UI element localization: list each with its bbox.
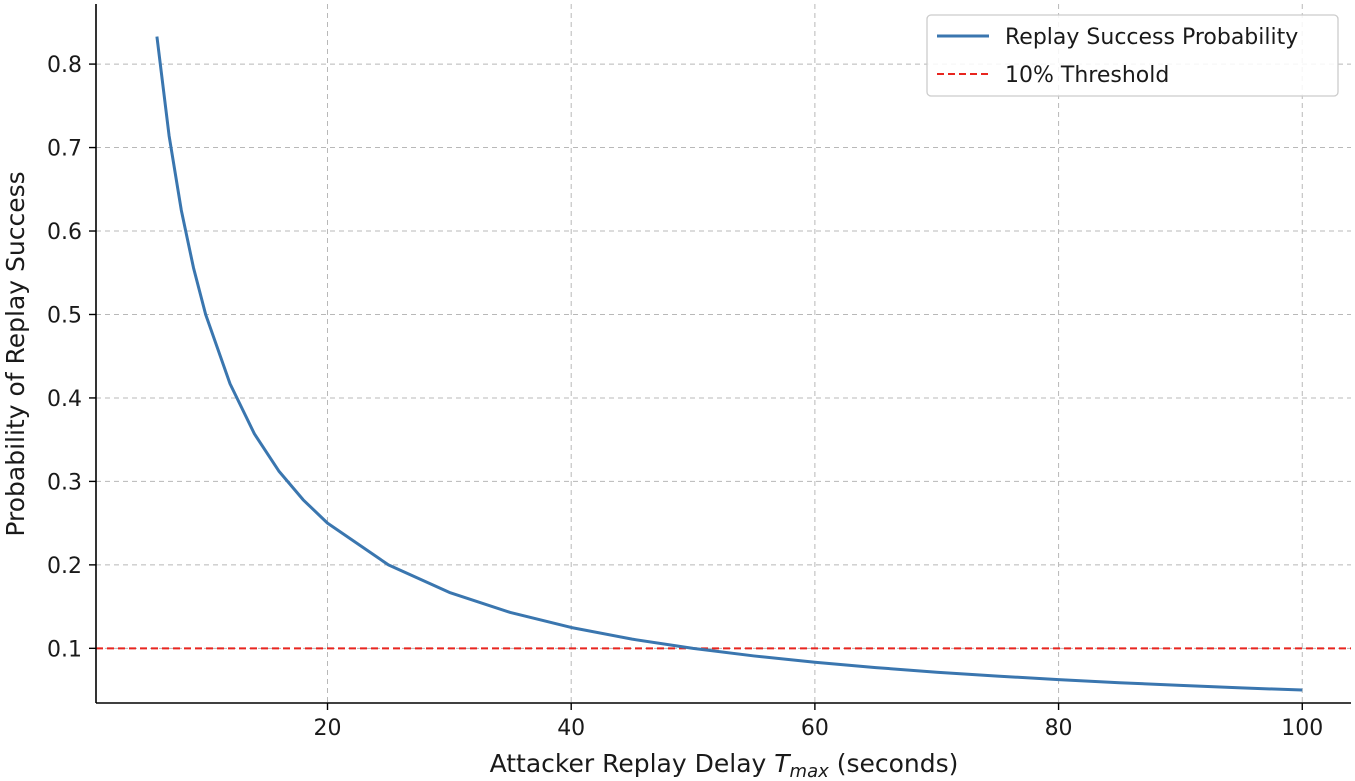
y-tick-label: 0.5 <box>47 303 82 328</box>
legend-box <box>926 14 1339 97</box>
x-axis-title-subscript: max <box>790 761 830 781</box>
x-tick-label: 80 <box>1045 716 1073 741</box>
y-tick-label: 0.6 <box>47 220 82 245</box>
x-axis-title-unit: (seconds) <box>829 749 959 778</box>
x-axis-title-main: Attacker Replay Delay <box>490 749 775 778</box>
x-tick-label: 100 <box>1281 716 1323 741</box>
y-tick-label: 0.4 <box>47 387 82 412</box>
y-axis-title: Probability of Replay Success <box>1 171 30 536</box>
x-tick-label: 40 <box>557 716 585 741</box>
y-tick-label: 0.8 <box>47 53 82 78</box>
y-tick-label: 0.7 <box>47 137 82 162</box>
legend-label-replay-success: Replay Success Probability <box>1005 25 1298 50</box>
x-tick-label: 20 <box>314 716 342 741</box>
grid-lines <box>96 4 1351 703</box>
x-ticks: 20 40 60 80 100 <box>314 703 1323 741</box>
replay-success-curve <box>155 36 1303 692</box>
x-tick-label: 60 <box>801 716 829 741</box>
x-axis-title-var: T <box>774 749 791 778</box>
y-tick-label: 0.1 <box>47 637 82 662</box>
legend: Replay Success Probability 10% Threshold <box>926 14 1339 97</box>
y-ticks: 0.1 0.2 0.3 0.4 0.5 0.6 0.7 0.8 <box>47 53 96 662</box>
x-axis-title: Attacker Replay Delay Tmax (seconds) <box>490 749 959 781</box>
plot-series <box>96 36 1351 692</box>
y-tick-label: 0.3 <box>47 470 82 495</box>
y-tick-label: 0.2 <box>47 554 82 579</box>
legend-label-threshold: 10% Threshold <box>1005 63 1169 88</box>
